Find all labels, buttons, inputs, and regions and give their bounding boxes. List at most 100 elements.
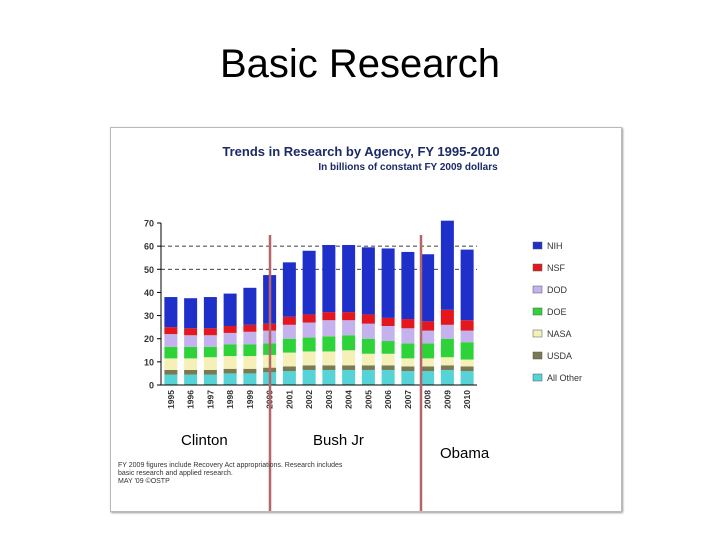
bar-segment [361,369,375,385]
bar-segment [164,334,178,347]
y-tick-label: 10 [144,357,154,367]
bar-segment [203,297,217,329]
bar-segment [460,330,474,343]
bar-segment [282,262,296,317]
bar-segment [342,335,356,351]
bar-segment [302,322,316,338]
bar-segment [361,323,375,339]
bar-segment [460,359,474,367]
bar-segment [421,321,435,331]
bar-segment [381,353,395,366]
x-tick-label: 1997 [205,390,215,409]
era-label-clinton: Clinton [181,432,228,449]
bar-segment [381,365,395,370]
bar-segment [381,369,395,385]
bar-segment [381,317,395,326]
bar-segment [342,244,356,313]
bar-segment [381,341,395,354]
bar-segment [342,312,356,321]
bar-segment [184,335,198,347]
bar-segment [184,358,198,370]
bar-segment [223,368,237,374]
bar-segment [322,351,336,366]
bar-segment [203,369,217,375]
bar-segment [243,373,257,385]
bar-segment [184,369,198,375]
bar-segment [243,344,257,357]
y-tick-label: 20 [144,334,154,344]
bar-segment [381,248,395,318]
bar-segment [223,373,237,385]
legend-label: USDA [547,351,572,361]
y-tick-label: 30 [144,311,154,321]
legend-label: DOE [547,307,567,317]
bar-segment [401,366,415,372]
y-tick-label: 70 [144,219,154,229]
x-tick-label: 2004 [344,390,354,409]
bar-segment [203,335,217,347]
legend-swatch [532,241,543,250]
footnote-line: basic research and applied research. [118,470,233,477]
bar-segment [381,325,395,342]
bar-segment [322,320,336,337]
bar-segment [421,330,435,344]
y-tick-label: 60 [144,242,154,252]
y-tick-label: 40 [144,288,154,298]
stacked-bar-chart: Trends in Research by Agency, FY 1995-20… [144,144,582,511]
footnote-line: MAY '09 ©OSTP [118,478,170,485]
bar-segment [401,371,415,385]
bar-segment [302,351,316,366]
footnote: FY 2009 figures include Recovery Act app… [118,462,418,486]
legend-label: DOD [547,285,568,295]
chart-subtitle: In billions of constant FY 2009 dollars [318,162,498,173]
bar-segment [282,352,296,367]
y-tick-label: 50 [144,265,154,275]
chart-figure: Trends in Research by Agency, FY 1995-20… [110,127,622,512]
footnote-line: FY 2009 figures include Recovery Act app… [118,462,343,469]
bar-segment [243,287,257,325]
bar-segment [243,331,257,345]
bar-segment [342,369,356,385]
bar-segment [282,316,296,325]
bar-segment [243,356,257,369]
x-tick-label: 2009 [442,390,452,409]
x-tick-label: 2005 [363,390,373,409]
era-label-obama: Obama [440,445,490,462]
x-tick-label: 2010 [462,390,472,409]
bar-segment [322,336,336,352]
bar-segment [302,365,316,370]
bar-segment [164,358,178,370]
legend-swatch [532,285,543,294]
bar-segment [282,371,296,385]
bar-segment [243,324,257,332]
bar-segment [164,327,178,335]
bar-segment [361,353,375,366]
bar-segment [361,247,375,315]
bar-segment [440,309,454,325]
bar-segment [282,324,296,339]
bar-segment [460,342,474,360]
bar-segment [282,338,296,353]
bar-segment [203,357,217,370]
bar-segment [164,346,178,359]
bar-segment [460,320,474,331]
bar-segment [223,356,237,369]
bar-segment [440,365,454,370]
bar-segment [203,346,217,358]
y-tick-label: 0 [149,381,154,391]
legend-swatch [532,263,543,272]
bar-segment [361,338,375,354]
bar-segment [203,374,217,385]
bar-segment [421,358,435,367]
bar-segment [243,368,257,374]
legend-label: NSF [547,263,566,273]
bar-segment [302,250,316,315]
bar-segment [223,344,237,357]
bar-segment [460,249,474,321]
bar-segment [322,369,336,385]
bar-segment [322,312,336,321]
legend-swatch [532,329,543,338]
bar-segment [440,357,454,366]
legend-swatch [532,351,543,360]
bar-segment [421,371,435,385]
